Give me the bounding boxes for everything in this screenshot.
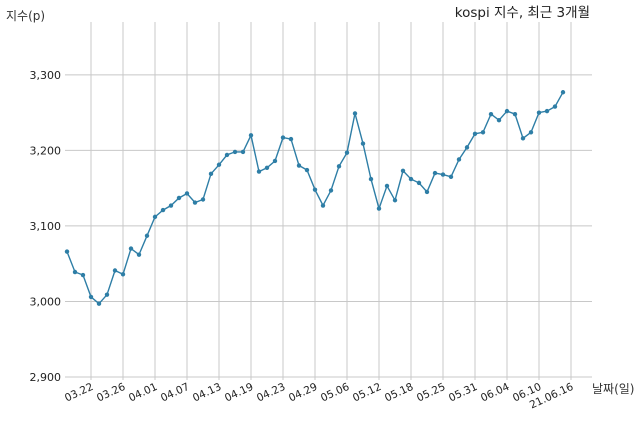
x-tick-label: 04.07: [159, 381, 191, 405]
data-point: [400, 168, 406, 173]
data-point: [424, 189, 430, 195]
x-tick-label: 05.18: [383, 381, 415, 405]
data-point: [336, 164, 342, 169]
y-tick-label: 3,100: [30, 220, 62, 233]
data-point: [192, 200, 198, 205]
data-point: [472, 131, 478, 136]
data-point: [352, 111, 358, 116]
data-point: [264, 165, 270, 170]
data-point: [464, 145, 470, 150]
data-point: [512, 111, 518, 117]
data-point: [104, 292, 110, 297]
series: [64, 90, 566, 306]
data-point: [160, 207, 166, 213]
grid: [65, 22, 592, 380]
x-tick-label: 03.22: [63, 381, 95, 405]
data-point: [200, 197, 206, 202]
data-point: [272, 158, 278, 164]
data-point: [216, 162, 222, 167]
y-tick-label: 2,900: [30, 371, 62, 384]
data-point: [544, 108, 550, 114]
data-point: [64, 249, 70, 254]
data-point: [408, 176, 414, 182]
y-tick-label: 3,300: [30, 69, 62, 82]
data-point: [72, 269, 78, 275]
data-point: [448, 174, 454, 180]
data-point: [560, 90, 566, 95]
data-point: [416, 180, 422, 186]
x-tick-label: 06.04: [479, 381, 512, 405]
data-point: [304, 167, 310, 173]
data-point: [80, 272, 86, 278]
data-point: [168, 203, 174, 208]
x-tick-label: 04.01: [127, 381, 159, 405]
data-point: [488, 111, 494, 117]
x-tick-label: 04.13: [191, 381, 223, 405]
data-point: [344, 150, 350, 155]
data-point: [88, 294, 94, 300]
x-tick-label: 04.19: [223, 381, 255, 405]
data-point: [176, 195, 182, 201]
chart-title: kospi 지수, 최근 3개월: [455, 5, 590, 21]
data-point: [456, 157, 462, 162]
data-point: [480, 130, 486, 135]
x-tick-label: 05.06: [319, 381, 352, 405]
x-tick-label: 05.31: [447, 381, 479, 405]
data-point: [496, 117, 502, 123]
data-point: [208, 171, 214, 177]
x-tick-label: 04.23: [255, 381, 287, 405]
data-point: [432, 170, 438, 176]
data-point: [288, 136, 294, 142]
data-point: [240, 149, 246, 155]
data-point: [368, 176, 374, 182]
x-tick-label: 04.29: [287, 381, 319, 405]
data-point: [184, 191, 190, 196]
y-tick-label: 3,000: [30, 295, 62, 308]
data-point: [232, 149, 238, 155]
x-tick-label: 05.12: [351, 381, 383, 405]
data-point: [320, 203, 326, 208]
y-axis-title: 지수(p): [6, 9, 45, 23]
data-point: [440, 172, 446, 177]
x-axis-ticks: 03.22 03.26 04.01 04.07 04.13 04.19 04.23 04.29…: [63, 381, 576, 412]
data-point: [528, 130, 534, 135]
x-tick-label: 05.25: [415, 381, 447, 405]
data-point: [328, 188, 334, 193]
data-point: [280, 135, 286, 140]
data-point: [136, 252, 142, 257]
data-point: [312, 187, 318, 192]
x-axis-title: 날짜(일): [592, 382, 634, 396]
data-point: [520, 136, 526, 141]
data-point: [376, 206, 382, 211]
data-point: [504, 108, 510, 114]
x-tick-label: 03.26: [95, 381, 128, 405]
data-point: [120, 272, 126, 277]
data-point: [536, 110, 542, 115]
data-point: [384, 183, 390, 189]
data-point: [224, 152, 230, 158]
data-point: [96, 301, 102, 306]
data-point: [152, 214, 158, 220]
data-point: [552, 104, 558, 109]
data-point: [112, 268, 118, 273]
data-point: [360, 141, 366, 146]
data-point: [248, 133, 254, 138]
data-point: [144, 233, 150, 238]
data-point: [128, 246, 134, 251]
y-axis-ticks: 2,900 3,000 3,100 3,200 3,300: [30, 69, 62, 384]
data-point: [256, 169, 262, 174]
data-point: [392, 198, 398, 203]
data-point: [296, 163, 302, 168]
y-tick-label: 3,200: [30, 144, 62, 157]
